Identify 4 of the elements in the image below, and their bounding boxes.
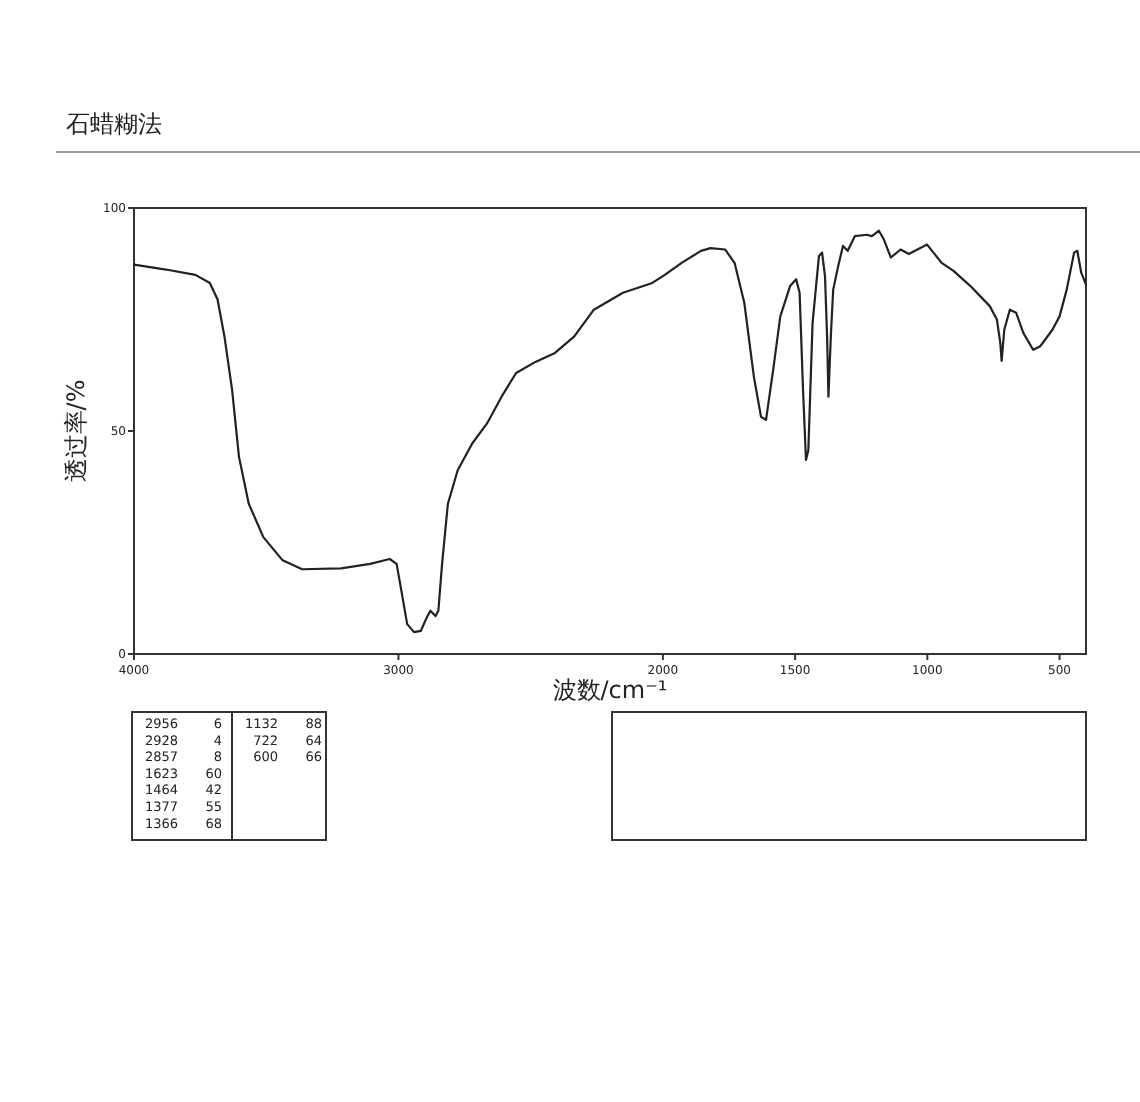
chart-title: 石蜡糊法 [66,110,162,138]
line-series [132,229,1088,634]
x-axis-title: 波数/cm⁻¹ [552,676,668,704]
y-axis-title: 透过率/% [62,379,90,483]
